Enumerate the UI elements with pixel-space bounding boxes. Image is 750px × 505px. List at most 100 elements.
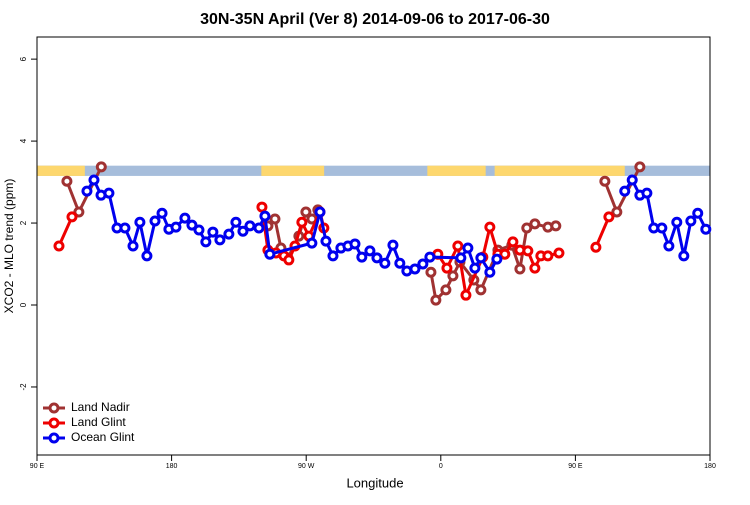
data-point bbox=[253, 222, 265, 234]
data-point bbox=[223, 228, 235, 240]
data-point bbox=[256, 201, 268, 213]
data-point bbox=[103, 187, 115, 199]
data-point bbox=[542, 250, 554, 262]
data-point bbox=[484, 266, 496, 278]
data-point bbox=[179, 212, 191, 224]
data-point bbox=[119, 222, 131, 234]
data-point bbox=[379, 257, 391, 269]
data-point bbox=[522, 245, 534, 257]
chart-title: 30N-35N April (Ver 8) 2014-09-06 to 2017… bbox=[200, 11, 550, 28]
x-axis-label: Longitude bbox=[346, 475, 403, 490]
data-point bbox=[447, 270, 459, 282]
series-line bbox=[57, 206, 611, 301]
y-axis-label: XCO2 - MLO trend (ppm) bbox=[2, 179, 16, 314]
data-point bbox=[356, 251, 368, 263]
data-point bbox=[387, 239, 399, 251]
data-point bbox=[314, 206, 326, 218]
data-point bbox=[430, 294, 442, 306]
data-point bbox=[656, 222, 668, 234]
data-point bbox=[424, 251, 436, 263]
data-point bbox=[409, 263, 421, 275]
data-point bbox=[170, 221, 182, 233]
data-point bbox=[141, 250, 153, 262]
data-point bbox=[671, 216, 683, 228]
data-point bbox=[603, 211, 615, 223]
data-point bbox=[193, 224, 205, 236]
data-point bbox=[521, 222, 533, 234]
y-tick-label: 0 bbox=[19, 302, 28, 307]
data-point bbox=[700, 223, 712, 235]
data-point bbox=[88, 174, 100, 186]
y-tick-label: 4 bbox=[19, 138, 28, 143]
data-point bbox=[214, 234, 226, 246]
data-point bbox=[300, 206, 312, 218]
data-point bbox=[61, 175, 73, 187]
data-point bbox=[394, 257, 406, 269]
data-point bbox=[327, 250, 339, 262]
data-point bbox=[441, 262, 453, 274]
data-point bbox=[440, 284, 452, 296]
data-point bbox=[53, 240, 65, 252]
land-band bbox=[427, 165, 486, 176]
data-point bbox=[678, 250, 690, 262]
data-point bbox=[529, 218, 541, 230]
data-point bbox=[364, 245, 376, 257]
data-point bbox=[73, 206, 85, 218]
data-point bbox=[475, 284, 487, 296]
data-point bbox=[66, 211, 78, 223]
data-point bbox=[264, 248, 276, 260]
y-tick-label: 6 bbox=[19, 56, 28, 61]
data-point bbox=[237, 225, 249, 237]
data-point bbox=[306, 237, 318, 249]
legend-label: Land Glint bbox=[71, 415, 126, 429]
data-point bbox=[553, 247, 565, 259]
data-point bbox=[550, 220, 562, 232]
data-point bbox=[469, 262, 481, 274]
data-point bbox=[491, 253, 503, 265]
legend-label: Ocean Glint bbox=[71, 430, 135, 444]
data-point bbox=[283, 254, 295, 266]
data-point bbox=[499, 248, 511, 260]
data-point bbox=[452, 240, 464, 252]
data-point bbox=[127, 240, 139, 252]
x-tick-label: 180 bbox=[704, 463, 716, 470]
x-tick-label: 90 E bbox=[568, 463, 583, 470]
data-point bbox=[371, 252, 383, 264]
data-point bbox=[81, 185, 93, 197]
data-point bbox=[529, 262, 541, 274]
y-tick-label: -2 bbox=[19, 383, 28, 391]
data-point bbox=[349, 238, 361, 250]
data-point bbox=[134, 216, 146, 228]
x-tick-label: 90 E bbox=[30, 463, 45, 470]
ocean-band bbox=[37, 165, 710, 176]
land-band bbox=[261, 165, 325, 176]
data-point bbox=[611, 206, 623, 218]
data-point bbox=[599, 175, 611, 187]
data-point bbox=[514, 263, 526, 275]
data-point bbox=[296, 216, 308, 228]
data-point bbox=[95, 161, 107, 173]
legend-marker bbox=[48, 417, 60, 429]
data-point bbox=[590, 241, 602, 253]
data-point bbox=[149, 215, 161, 227]
data-point bbox=[156, 207, 168, 219]
data-point bbox=[692, 207, 704, 219]
data-point bbox=[200, 236, 212, 248]
data-point bbox=[484, 221, 496, 233]
plot-frame bbox=[36, 36, 711, 456]
data-point bbox=[460, 289, 472, 301]
data-point bbox=[619, 185, 631, 197]
data-point bbox=[475, 252, 487, 264]
data-point bbox=[186, 219, 198, 231]
data-point bbox=[626, 174, 638, 186]
y-tick-label: 2 bbox=[19, 220, 28, 225]
legend-label: Land Nadir bbox=[71, 400, 130, 414]
data-point bbox=[641, 187, 653, 199]
data-point bbox=[244, 220, 256, 232]
data-point bbox=[462, 242, 474, 254]
data-point bbox=[425, 266, 437, 278]
x-tick-label: 90 W bbox=[298, 463, 315, 470]
data-point bbox=[259, 210, 271, 222]
data-point bbox=[230, 216, 242, 228]
